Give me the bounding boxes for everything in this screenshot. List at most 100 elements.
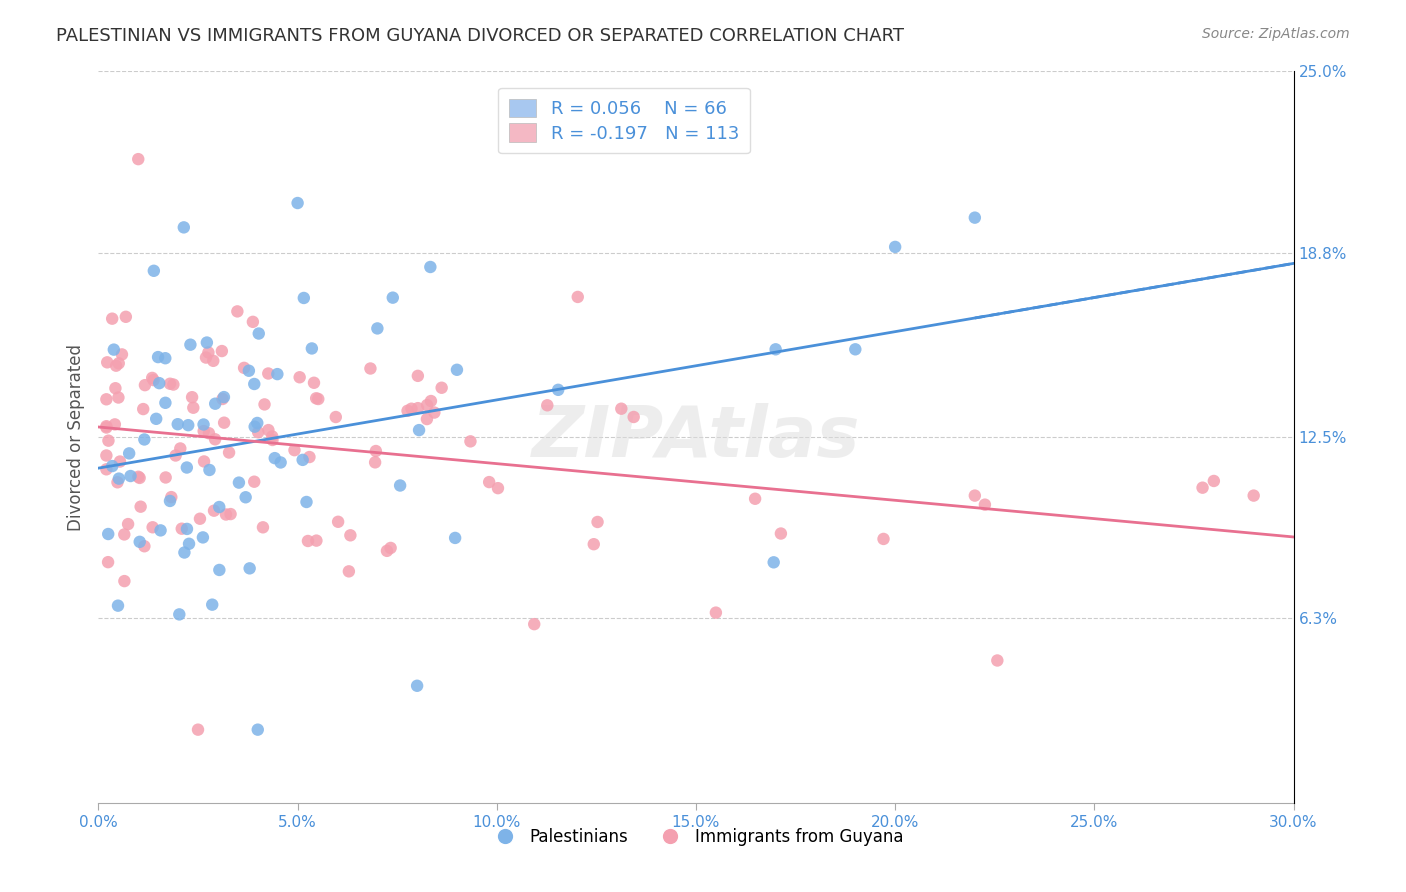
Point [291, 453, 314, 467]
Point [262, 429, 284, 443]
Point [380, 541, 402, 555]
Point [96, 355, 118, 369]
Point [188, 512, 211, 526]
Point [762, 555, 785, 569]
Point [108, 472, 131, 486]
Point [142, 520, 165, 534]
Point [416, 412, 439, 426]
Point [287, 196, 309, 211]
Point [218, 445, 240, 459]
Point [195, 335, 218, 350]
Point [375, 544, 398, 558]
Point [460, 434, 482, 449]
Point [416, 398, 439, 412]
Point [97, 555, 120, 569]
Point [242, 315, 264, 329]
Point [266, 367, 288, 381]
Point [623, 409, 645, 424]
Point [211, 392, 233, 406]
Point [228, 475, 250, 490]
Point [233, 360, 256, 375]
Point [523, 617, 546, 632]
Point [134, 539, 156, 553]
Point [112, 527, 135, 541]
Point [105, 359, 128, 373]
Point [297, 533, 319, 548]
Point [107, 356, 129, 370]
Point [243, 376, 266, 391]
Text: PALESTINIAN VS IMMIGRANTS FROM GUYANA DIVORCED OR SEPARATED CORRELATION CHART: PALESTINIAN VS IMMIGRANTS FROM GUYANA DI… [56, 27, 904, 45]
Point [582, 537, 605, 551]
Point [406, 679, 429, 693]
Point [339, 528, 361, 542]
Point [301, 342, 323, 356]
Point [204, 432, 226, 446]
Point [219, 507, 242, 521]
Point [179, 337, 201, 351]
Point [127, 152, 149, 166]
Point [101, 458, 124, 473]
Point [252, 520, 274, 534]
Point [359, 361, 381, 376]
Point [132, 402, 155, 417]
Point [381, 291, 404, 305]
Point [295, 495, 318, 509]
Point [155, 351, 177, 366]
Point [193, 424, 215, 438]
Point [586, 515, 609, 529]
Point [120, 469, 142, 483]
Point [159, 494, 181, 508]
Point [177, 537, 200, 551]
Point [162, 377, 184, 392]
Point [107, 391, 129, 405]
Point [215, 508, 238, 522]
Point [243, 419, 266, 434]
Point [169, 607, 191, 622]
Point [567, 290, 589, 304]
Point [247, 425, 270, 440]
Point [704, 606, 727, 620]
Point [974, 498, 997, 512]
Point [226, 304, 249, 318]
Text: ZIPAtlas: ZIPAtlas [531, 402, 860, 472]
Point [963, 211, 986, 225]
Point [155, 396, 177, 410]
Point [246, 723, 269, 737]
Point [212, 416, 235, 430]
Point [235, 490, 257, 504]
Point [364, 444, 387, 458]
Point [243, 475, 266, 489]
Point [406, 401, 429, 416]
Point [238, 364, 260, 378]
Point [1191, 481, 1213, 495]
Point [107, 599, 129, 613]
Point [288, 370, 311, 384]
Point [96, 462, 118, 476]
Point [211, 344, 233, 359]
Point [165, 449, 187, 463]
Point [1243, 489, 1265, 503]
Point [257, 423, 280, 437]
Point [202, 504, 225, 518]
Point [406, 368, 429, 383]
Point [173, 545, 195, 559]
Point [201, 598, 224, 612]
Point [408, 423, 430, 437]
Point [478, 475, 501, 489]
Point [364, 455, 387, 469]
Point [844, 343, 866, 357]
Point [193, 417, 215, 432]
Point [146, 350, 169, 364]
Point [181, 401, 204, 415]
Point [118, 446, 141, 460]
Point [107, 475, 129, 490]
Point [96, 419, 118, 434]
Point [96, 392, 118, 407]
Point [160, 490, 183, 504]
Point [872, 532, 894, 546]
Point [366, 321, 388, 335]
Point [262, 433, 284, 447]
Point [159, 376, 181, 391]
Point [155, 470, 177, 484]
Point [197, 345, 219, 359]
